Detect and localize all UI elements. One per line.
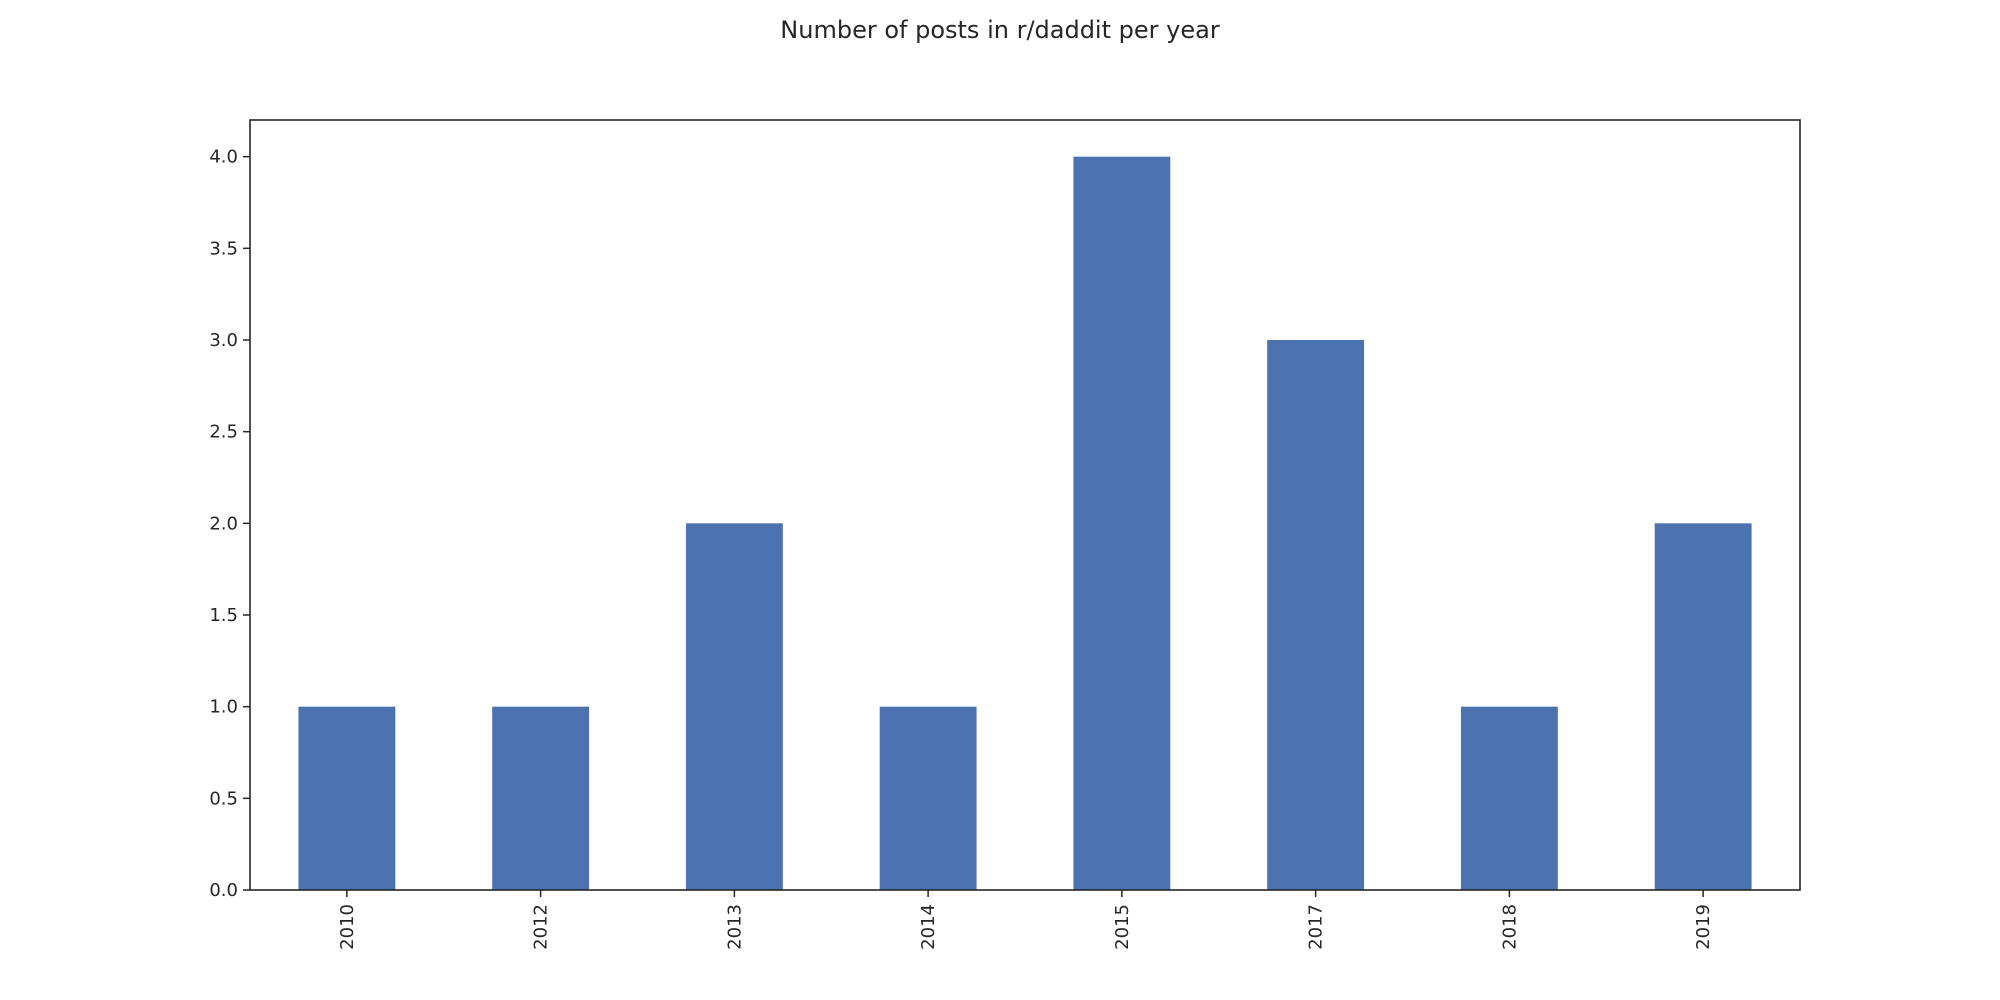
x-tick-label: 2010 bbox=[337, 904, 358, 950]
bar-2017 bbox=[1267, 340, 1365, 890]
chart-title: Number of posts in r/daddit per year bbox=[780, 16, 1220, 44]
x-tick-label: 2015 bbox=[1112, 904, 1133, 950]
x-tick-label: 2017 bbox=[1306, 904, 1327, 950]
y-tick-label: 2.0 bbox=[209, 513, 238, 534]
plot-frame bbox=[249, 119, 1801, 891]
x-tick-label: 2013 bbox=[724, 904, 745, 950]
y-axis: 0.0 0.5 1.0 1.5 2.0 2.5 3.0 3.5 4.0 bbox=[209, 147, 250, 901]
bar-2013 bbox=[685, 523, 783, 890]
y-tick-label: 3.0 bbox=[209, 330, 238, 351]
y-tick-label: 3.5 bbox=[209, 238, 238, 259]
bar-2015 bbox=[1073, 156, 1171, 891]
y-tick-label: 0.0 bbox=[209, 880, 238, 901]
x-tick-label: 2019 bbox=[1693, 904, 1714, 950]
y-tick-label: 1.0 bbox=[209, 697, 238, 718]
y-tick-label: 4.0 bbox=[209, 147, 238, 168]
bar-2010 bbox=[298, 706, 396, 890]
x-tick-label: 2012 bbox=[531, 904, 552, 950]
x-axis: 2010 2012 2013 2014 2015 2017 2018 2019 bbox=[337, 890, 1714, 950]
bar-2018 bbox=[1460, 706, 1558, 890]
bar-2012 bbox=[492, 706, 590, 890]
bar-2019 bbox=[1654, 523, 1752, 890]
y-tick-label: 1.5 bbox=[209, 605, 238, 626]
x-tick-label: 2014 bbox=[918, 904, 939, 950]
y-tick-label: 0.5 bbox=[209, 788, 238, 809]
plot-area: 0.0 0.5 1.0 1.5 2.0 2.5 3.0 3.5 4.0 2010 2012 2013… bbox=[209, 119, 1801, 950]
y-tick-label: 2.5 bbox=[209, 422, 238, 443]
x-tick-label: 2018 bbox=[1499, 904, 1520, 950]
bar-2014 bbox=[879, 706, 977, 890]
bars-group bbox=[298, 156, 1752, 891]
